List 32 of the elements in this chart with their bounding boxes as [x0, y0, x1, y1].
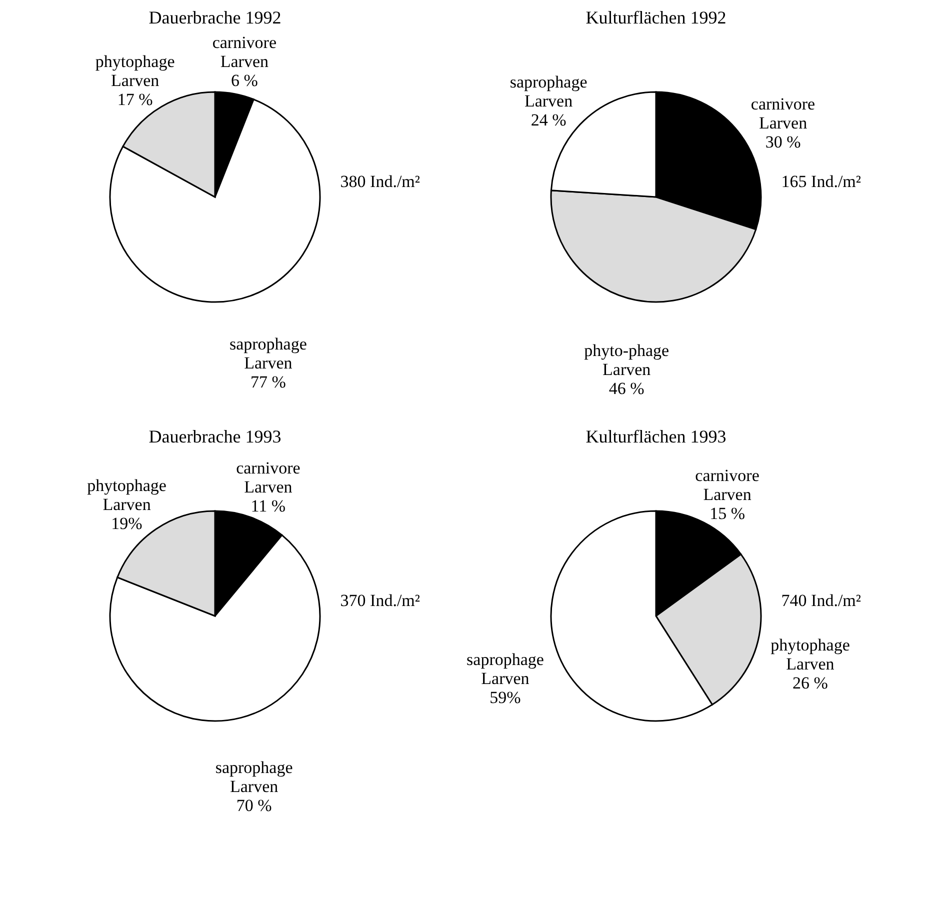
data-label: 17 % — [117, 90, 153, 109]
data-label: 19% — [111, 514, 142, 534]
slice-label: carnivore Larven — [695, 466, 760, 504]
text: 370 Ind./m² — [340, 591, 420, 610]
data-label: 11 % — [250, 496, 286, 516]
slice-label: saprophage Larven — [215, 758, 293, 796]
slice-label: carnivore Larven — [236, 458, 300, 496]
slice-label: saprophage Larven — [466, 650, 544, 688]
text: 740 Ind./m² — [781, 591, 861, 610]
chart-title: Dauerbrache 1992 — [148, 8, 282, 28]
data-label: 6 % — [230, 70, 258, 90]
slice-label: phytophage Larven — [95, 52, 175, 90]
slice-label: phytophage Larven — [770, 635, 850, 674]
data-label: 15 % — [710, 504, 745, 524]
data-label: 30 % — [765, 132, 801, 152]
data-label: 77 % — [250, 372, 286, 392]
data-label: 46 % — [608, 379, 644, 398]
slice-label: saprophage Larven — [229, 334, 307, 373]
data-label: 26 % — [792, 673, 828, 692]
data-label: 24 % — [530, 110, 566, 130]
data-label: 59% — [490, 688, 521, 707]
chart-title: Kulturflächen 1992 — [586, 8, 726, 28]
text: 165 Ind./m² — [781, 172, 861, 191]
data-label: 70 % — [236, 796, 272, 816]
slice-label: phyto-phage Larven — [584, 341, 670, 380]
slice-label: carnivore Larven — [750, 94, 816, 133]
slice-label: phytophage Larven — [87, 476, 166, 514]
text: 380 Ind./m² — [340, 172, 420, 191]
slice-label: carnivore Larven — [212, 32, 277, 71]
chart-title: Dauerbrache 1993 — [148, 426, 282, 446]
slice-label: saprophage Larven — [510, 72, 588, 111]
chart-title: Kulturflächen 1993 — [586, 426, 726, 446]
